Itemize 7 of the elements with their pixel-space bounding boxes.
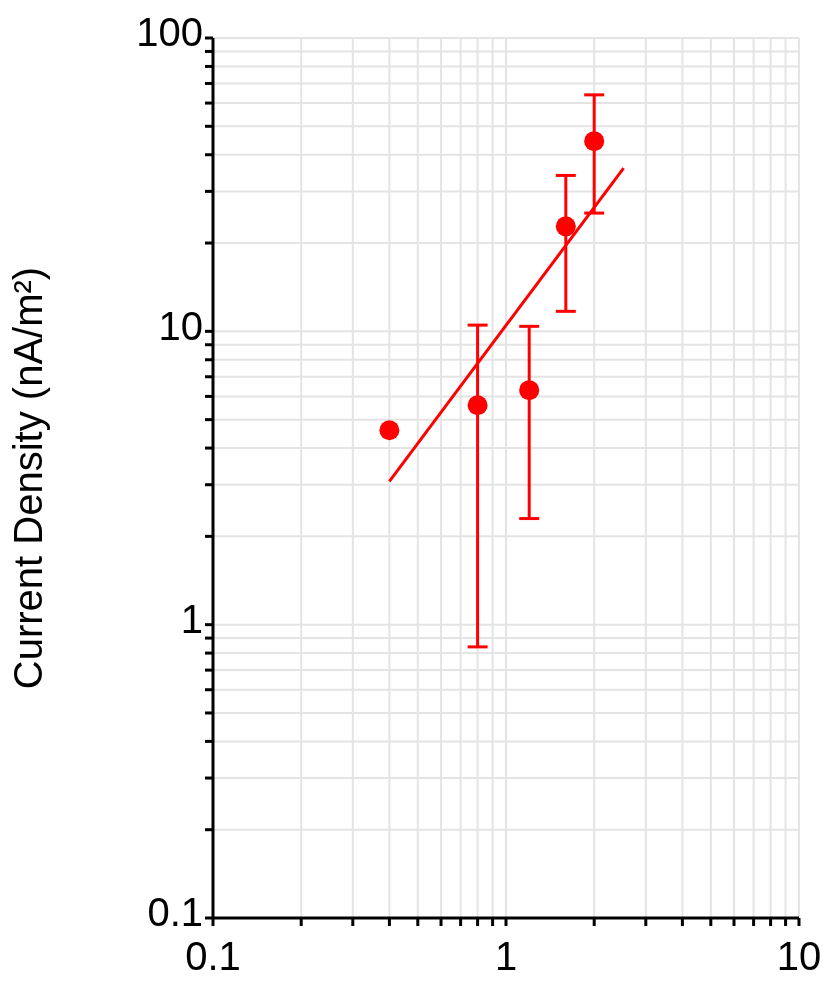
x-tick-label: 1 xyxy=(494,934,518,979)
y-tick-label: 1 xyxy=(180,596,203,641)
y-tick-label: 100 xyxy=(136,10,203,55)
y-tick-label: 0.1 xyxy=(147,890,203,935)
y-tick-label: 10 xyxy=(158,303,203,348)
y-axis-title: Current Density (nA/m²) xyxy=(6,266,51,690)
x-tick-label: 10 xyxy=(776,934,822,979)
